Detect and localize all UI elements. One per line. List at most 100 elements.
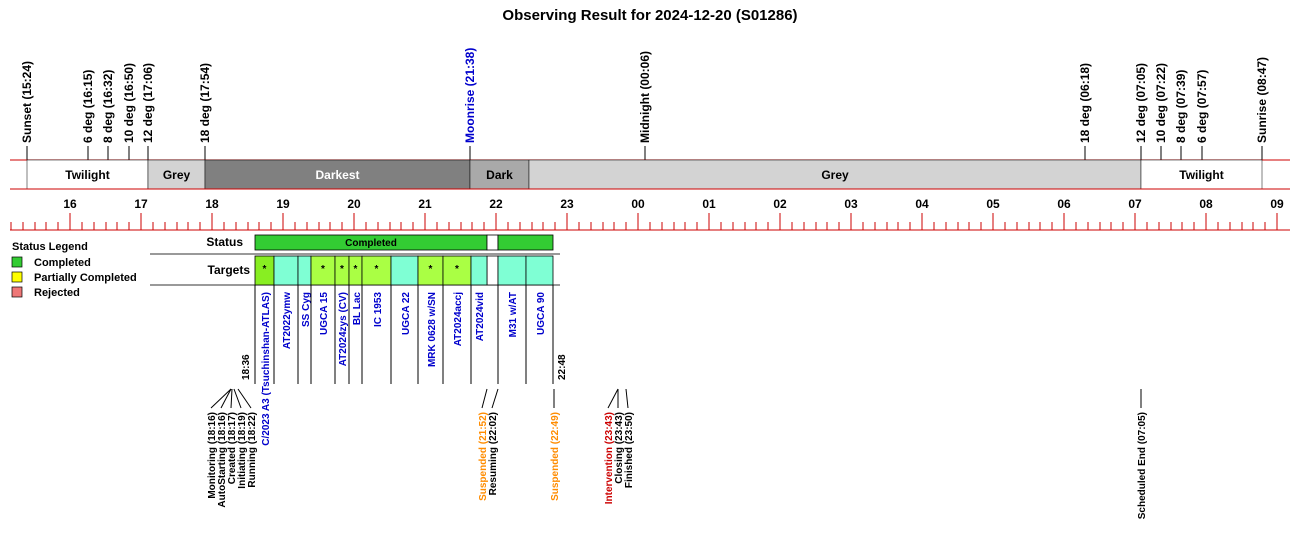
- target-name: UGCA 22: [401, 292, 412, 335]
- system-event-leader: [607, 388, 619, 409]
- target-mark: *: [429, 264, 433, 275]
- target-name: SS Cyg: [301, 292, 312, 327]
- legend-swatch: [11, 256, 23, 268]
- hour-label: 07: [1128, 197, 1142, 211]
- status-row-label: Status: [206, 235, 243, 249]
- sky-event-label: Moonrise (21:38): [463, 48, 477, 143]
- sky-event-label: Midnight (00:06): [638, 51, 652, 143]
- hour-label: 23: [560, 197, 574, 211]
- sky-band-label: Grey: [163, 168, 191, 182]
- system-event-label: Created (18:17): [227, 412, 238, 484]
- sky-event-label: Sunset (15:24): [20, 61, 34, 143]
- sky-band: [1140, 159, 1263, 190]
- target-mark: *: [263, 264, 267, 275]
- system-event-label: AutoStarting (18:16): [217, 412, 228, 508]
- system-event-label: Running (18:22): [247, 412, 258, 488]
- target-block: [297, 255, 312, 286]
- hour-label: 19: [276, 197, 290, 211]
- sky-band: [26, 159, 149, 190]
- hour-label: 05: [986, 197, 1000, 211]
- sky-event-label: 8 deg (07:39): [1174, 70, 1188, 143]
- hour-label: 18: [205, 197, 219, 211]
- sky-event-label: 6 deg (07:57): [1195, 70, 1209, 143]
- system-event-label: Closing (23:43): [614, 412, 625, 484]
- hour-label: 06: [1057, 197, 1071, 211]
- target-name: C/2023 A3 (Tsuchinshan-ATLAS): [261, 292, 272, 446]
- hour-label: 09: [1270, 197, 1284, 211]
- target-mark: *: [321, 264, 325, 275]
- system-event-label: Monitoring (18:16): [207, 412, 218, 499]
- sky-event-label: 18 deg (17:54): [198, 63, 212, 143]
- target-name: AT2024vid: [475, 292, 486, 341]
- status-segment: [486, 234, 499, 251]
- target-name: UGCA 90: [536, 292, 547, 335]
- sky-band-label: Twilight: [1179, 168, 1223, 182]
- target-gap: [486, 255, 499, 286]
- sky-band-label: Grey: [821, 168, 849, 182]
- run-end-time: 22:48: [557, 354, 568, 380]
- run-start-time: 18:36: [241, 354, 252, 380]
- sky-event-label: Sunrise (08:47): [1255, 57, 1269, 143]
- target-block: [417, 255, 444, 286]
- sky-condition-bands: Twilight Grey Darkest Dark Grey Twilight: [10, 159, 1290, 190]
- target-block: [525, 255, 554, 286]
- system-event-label: Finished (23:50): [624, 412, 635, 488]
- system-event-leader: [237, 388, 252, 409]
- sky-band: [204, 159, 471, 190]
- sky-event-label: 8 deg (16:32): [101, 70, 115, 143]
- system-event-leader: [230, 388, 233, 409]
- target-block: [273, 255, 299, 286]
- target-block: [470, 255, 488, 286]
- hour-label: 21: [418, 197, 432, 211]
- hour-label: 22: [489, 197, 503, 211]
- target-name: IC 1953: [373, 292, 384, 327]
- sky-event-label: 10 deg (16:50): [122, 63, 136, 143]
- status-legend: Status Legend Completed Partially Complete…: [11, 241, 137, 299]
- legend-label: Partially Completed: [34, 272, 137, 284]
- system-event-label: Initiating (18:19): [237, 412, 248, 489]
- system-event-leader: [625, 388, 629, 409]
- target-mark: *: [375, 264, 379, 275]
- sky-event-label: 12 deg (17:06): [141, 63, 155, 143]
- target-name: UGCA 15: [319, 292, 330, 335]
- target-name: M31 w/AT: [508, 292, 519, 337]
- legend-label: Rejected: [34, 287, 80, 299]
- sky-band-label: Twilight: [65, 168, 109, 182]
- sky-band-label: Dark: [486, 168, 513, 182]
- hour-label: 04: [915, 197, 929, 211]
- target-labels: C/2023 A3 (Tsuchinshan-ATLAS) AT2022ymw SS…: [241, 285, 568, 446]
- system-event-leader: [233, 388, 242, 409]
- chart-title: Observing Result for 2024-12-20 (S01286): [502, 7, 797, 24]
- system-event-label: Suspended (21:52): [478, 412, 489, 501]
- hour-label: 16: [63, 197, 77, 211]
- hour-label: 00: [631, 197, 645, 211]
- system-event-label: Intervention (23:43): [604, 412, 615, 504]
- target-mark: *: [340, 264, 344, 275]
- target-name: MRK 0628 w/SN: [427, 292, 438, 367]
- hour-label: 08: [1199, 197, 1213, 211]
- system-event-leader: [220, 388, 232, 409]
- sky-event-label: 6 deg (16:15): [81, 70, 95, 143]
- system-event-leader: [491, 388, 499, 409]
- time-axis: 16 17 18 19 20 21 22 23 00 01 02 03 04 05 06 07 08 09: [10, 197, 1290, 231]
- target-name: AT2024accj: [453, 292, 464, 347]
- target-block: [310, 255, 336, 286]
- legend-label: Completed: [34, 257, 91, 269]
- target-mark: *: [354, 264, 358, 275]
- sky-band-label: Darkest: [315, 168, 359, 182]
- sky-event-label: 12 deg (07:05): [1134, 63, 1148, 143]
- hour-label: 17: [134, 197, 148, 211]
- status-segment-label: Completed: [345, 238, 397, 249]
- targets-row-label: Targets: [208, 263, 251, 277]
- hour-label: 01: [702, 197, 716, 211]
- target-block: [442, 255, 472, 286]
- legend-swatch: [11, 271, 23, 283]
- hour-label: 02: [773, 197, 787, 211]
- target-name: AT2022ymw: [282, 292, 293, 349]
- system-event-markers: Monitoring (18:16) AutoStarting (18:16) Cr…: [207, 388, 1148, 519]
- status-segment: [497, 234, 554, 251]
- legend-title: Status Legend: [12, 241, 88, 253]
- hour-label: 20: [347, 197, 361, 211]
- system-event-leader: [481, 388, 488, 409]
- target-block: [390, 255, 419, 286]
